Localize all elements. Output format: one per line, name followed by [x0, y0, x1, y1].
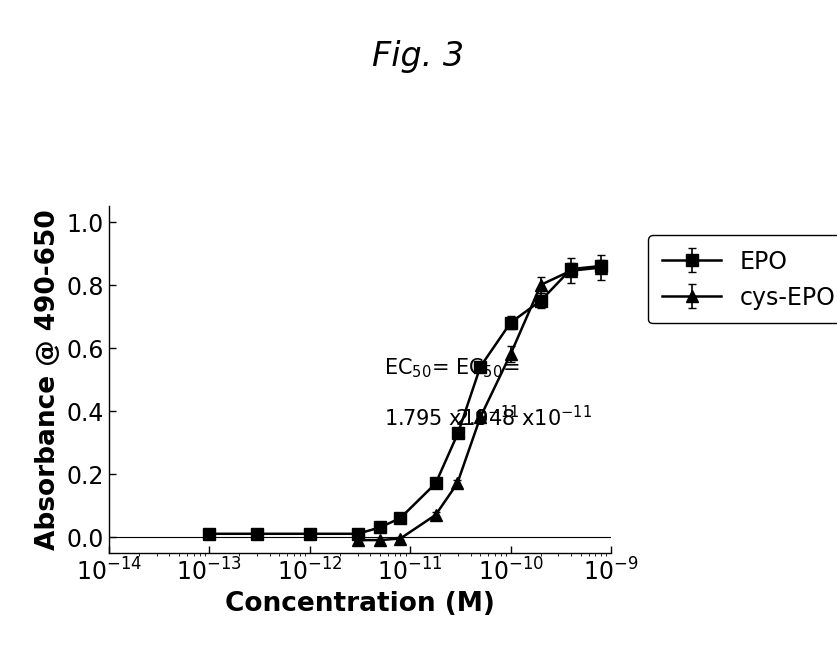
Text: Fig. 3: Fig. 3: [372, 40, 465, 73]
Text: 1.795 x10$^{-11}$: 1.795 x10$^{-11}$: [384, 405, 520, 430]
X-axis label: Concentration (M): Concentration (M): [225, 590, 495, 616]
Text: EC$_{50}$=: EC$_{50}$=: [384, 356, 449, 380]
Legend: EPO, cys-EPO: EPO, cys-EPO: [648, 236, 837, 324]
Text: 2.948 x10$^{-11}$: 2.948 x10$^{-11}$: [455, 405, 592, 430]
Text: EC$_{50}$=: EC$_{50}$=: [455, 356, 520, 380]
Y-axis label: Absorbance @ 490-650: Absorbance @ 490-650: [35, 209, 61, 550]
